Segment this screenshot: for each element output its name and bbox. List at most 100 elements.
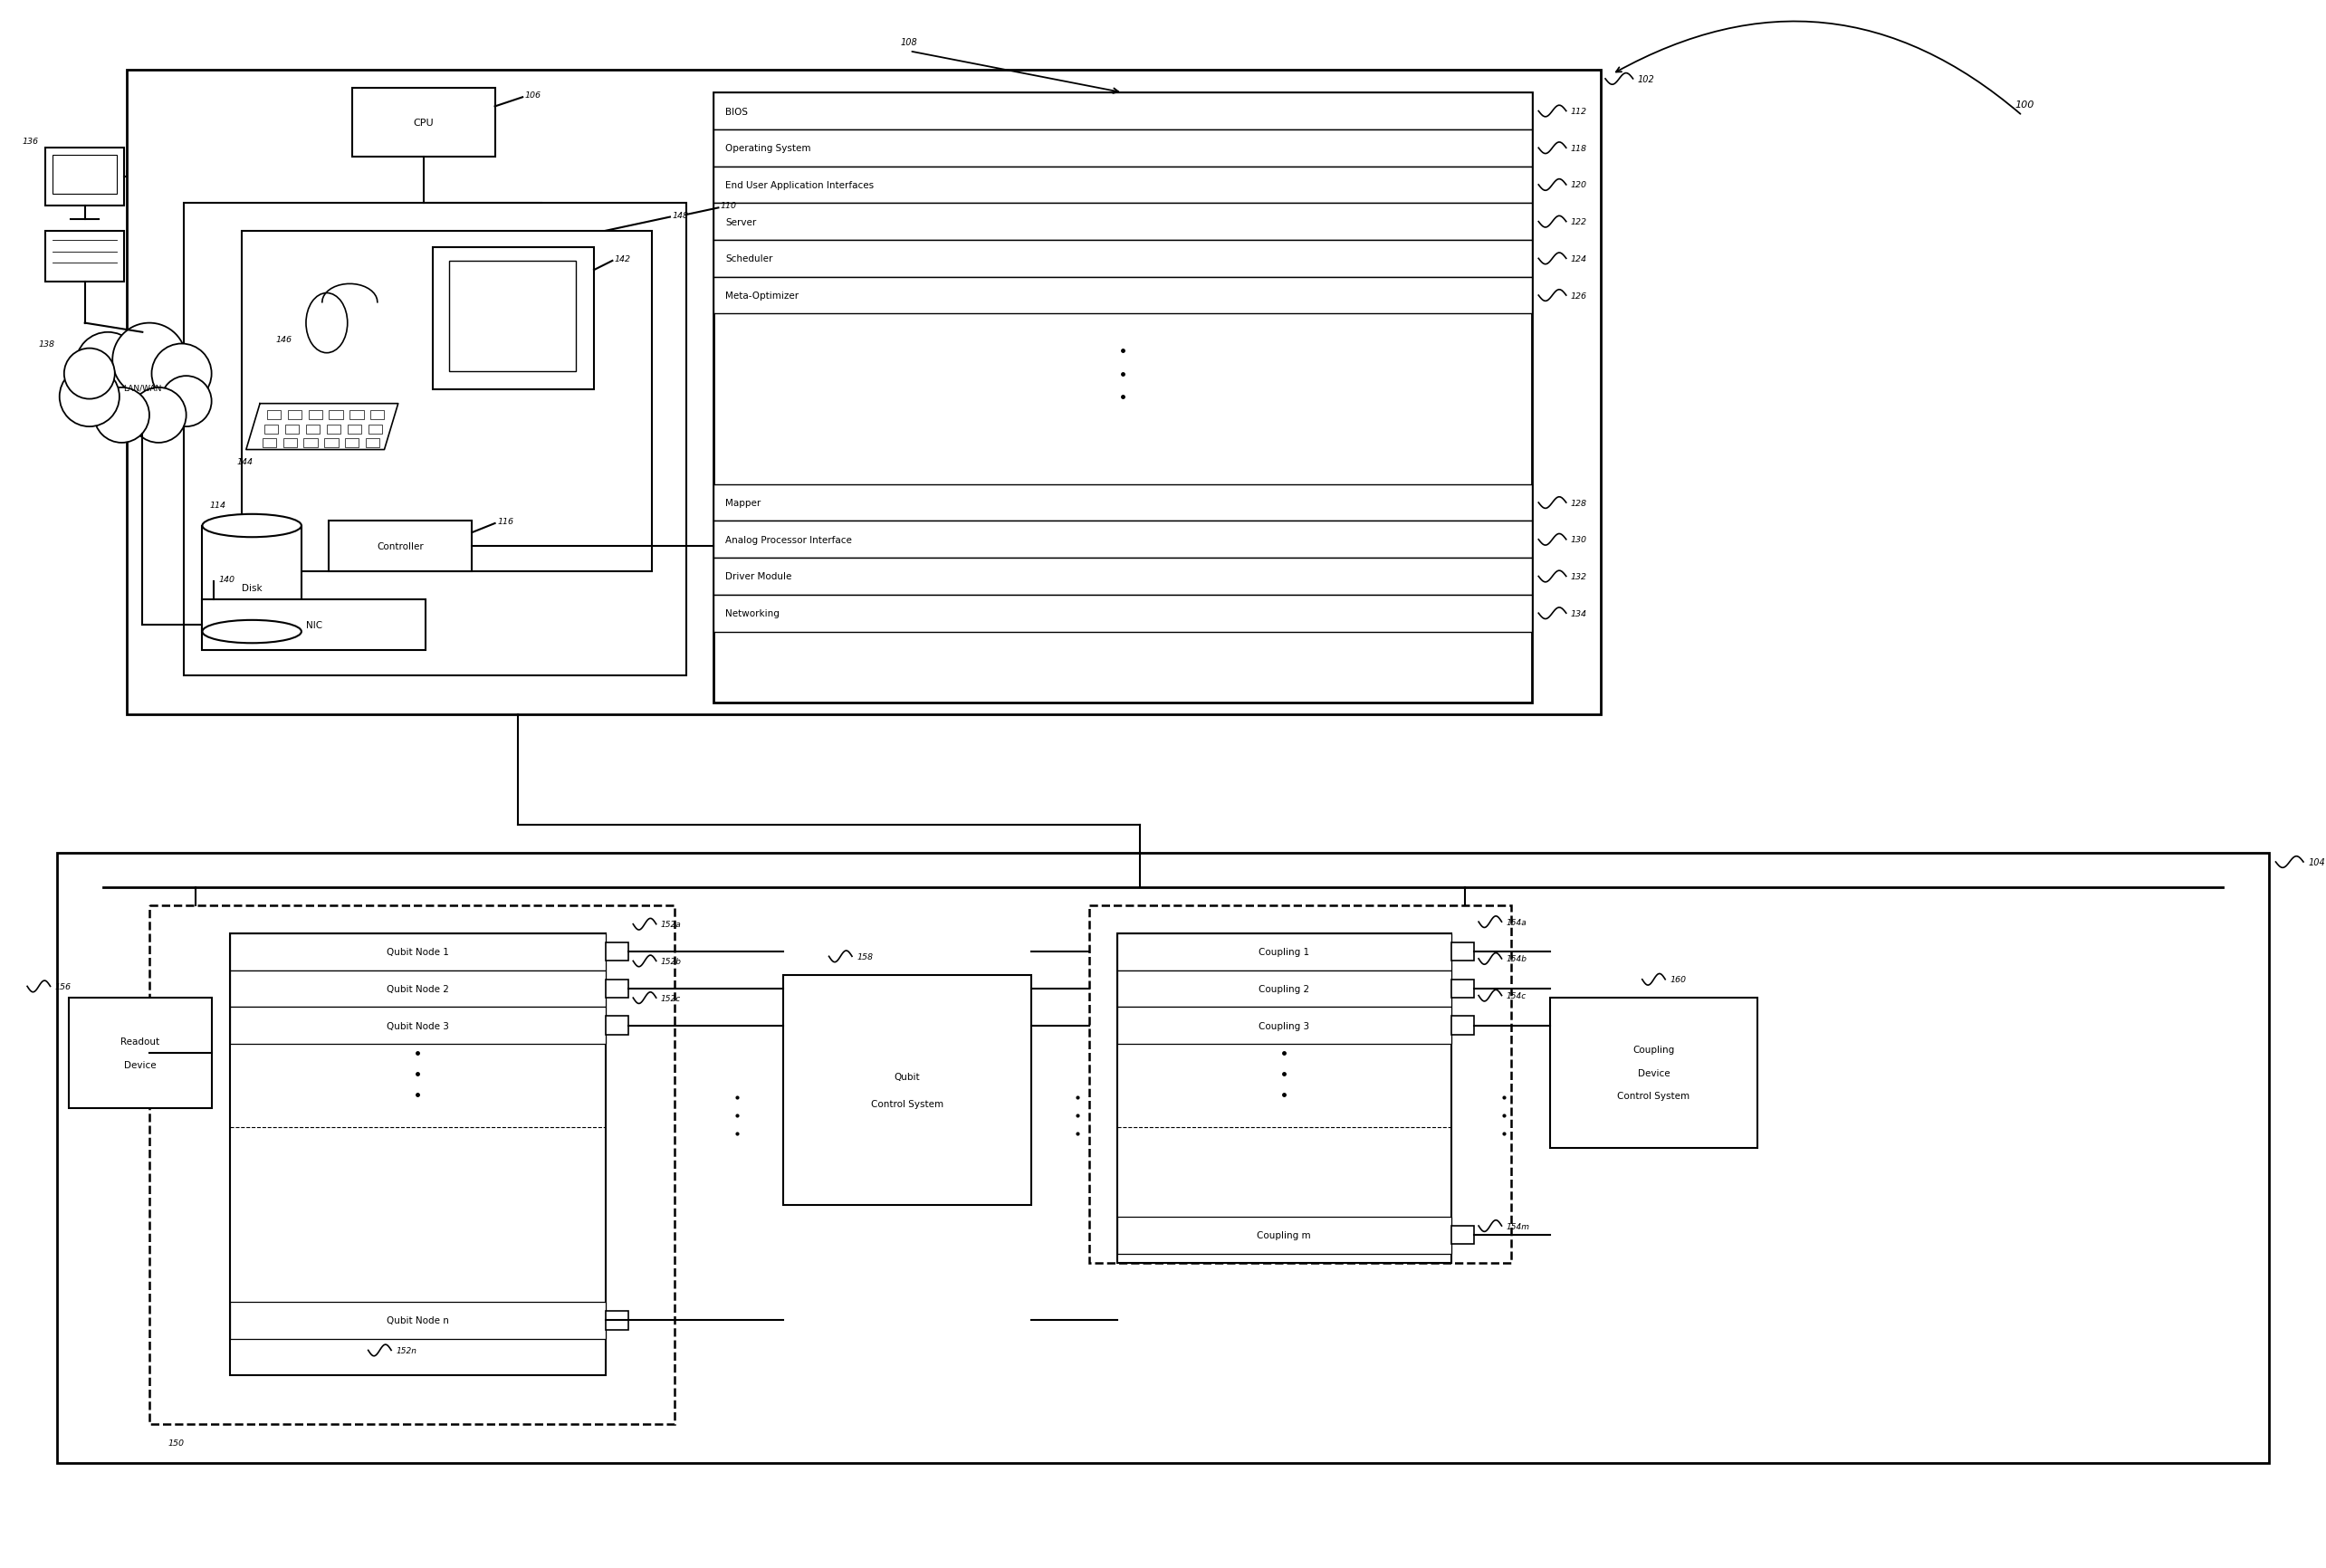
Text: BIOS: BIOS bbox=[726, 107, 749, 116]
Bar bbox=[1451, 1226, 1475, 1245]
Bar bbox=[47, 232, 123, 282]
Bar bbox=[784, 975, 1033, 1206]
Text: 152c: 152c bbox=[661, 994, 682, 1002]
Text: Qubit Node n: Qubit Node n bbox=[386, 1316, 449, 1325]
Text: Networking: Networking bbox=[726, 608, 779, 618]
Bar bbox=[1451, 1016, 1475, 1035]
Bar bbox=[202, 527, 302, 632]
Text: 140: 140 bbox=[219, 575, 235, 583]
Bar bbox=[714, 240, 1531, 278]
Text: 104: 104 bbox=[2307, 858, 2326, 867]
Text: 152a: 152a bbox=[661, 920, 682, 928]
Text: Control System: Control System bbox=[870, 1099, 944, 1109]
Text: 134: 134 bbox=[1570, 610, 1586, 618]
Bar bbox=[1451, 980, 1475, 999]
Ellipse shape bbox=[307, 293, 347, 353]
Circle shape bbox=[65, 350, 114, 400]
Bar bbox=[714, 522, 1531, 558]
Bar bbox=[1116, 971, 1451, 1007]
Bar bbox=[230, 1007, 605, 1044]
Bar bbox=[230, 971, 605, 1007]
Circle shape bbox=[93, 387, 149, 444]
Text: 110: 110 bbox=[721, 202, 737, 210]
Bar bbox=[347, 425, 361, 434]
Bar bbox=[714, 558, 1531, 596]
Text: Coupling 3: Coupling 3 bbox=[1258, 1021, 1310, 1030]
Text: 150: 150 bbox=[167, 1438, 184, 1447]
Text: 116: 116 bbox=[498, 517, 514, 525]
Text: 124: 124 bbox=[1570, 256, 1586, 263]
Bar bbox=[1116, 933, 1451, 1262]
Bar bbox=[230, 933, 605, 1375]
Bar bbox=[351, 89, 495, 158]
Bar bbox=[714, 94, 1531, 704]
Bar bbox=[1549, 999, 1758, 1148]
Text: 108: 108 bbox=[900, 38, 916, 47]
Text: 152n: 152n bbox=[395, 1347, 416, 1355]
Bar bbox=[714, 204, 1531, 240]
Text: 114: 114 bbox=[209, 502, 226, 510]
Text: 120: 120 bbox=[1570, 182, 1586, 190]
Bar bbox=[349, 411, 363, 420]
Bar bbox=[1116, 1007, 1451, 1044]
Bar bbox=[1116, 933, 1451, 971]
Bar bbox=[605, 942, 628, 961]
Text: Controller: Controller bbox=[377, 543, 423, 552]
Bar bbox=[714, 94, 1531, 130]
Bar bbox=[605, 1311, 628, 1330]
Bar bbox=[307, 425, 319, 434]
Text: End User Application Interfaces: End User Application Interfaces bbox=[726, 180, 875, 190]
Circle shape bbox=[60, 367, 119, 426]
Bar bbox=[126, 71, 1600, 715]
Text: Control System: Control System bbox=[1617, 1091, 1691, 1101]
Bar bbox=[714, 130, 1531, 168]
Bar bbox=[323, 439, 337, 448]
Text: 102: 102 bbox=[1638, 75, 1654, 85]
Text: 106: 106 bbox=[526, 91, 542, 100]
Text: 158: 158 bbox=[856, 953, 872, 961]
Bar bbox=[1451, 942, 1475, 961]
Text: LAN/WAN: LAN/WAN bbox=[123, 384, 160, 392]
Text: Mapper: Mapper bbox=[726, 499, 761, 508]
Text: Disk: Disk bbox=[242, 583, 263, 593]
Bar bbox=[1116, 1217, 1451, 1254]
Bar bbox=[230, 1301, 605, 1339]
Text: CPU: CPU bbox=[414, 119, 433, 129]
Bar bbox=[433, 248, 593, 390]
Text: Coupling: Coupling bbox=[1633, 1046, 1675, 1054]
Circle shape bbox=[151, 345, 212, 405]
Text: 118: 118 bbox=[1570, 144, 1586, 152]
Bar bbox=[263, 439, 277, 448]
Text: Qubit: Qubit bbox=[893, 1073, 921, 1080]
Bar bbox=[328, 411, 342, 420]
Text: 148: 148 bbox=[672, 212, 688, 220]
Bar bbox=[714, 168, 1531, 204]
Bar bbox=[326, 425, 340, 434]
Bar bbox=[368, 425, 381, 434]
Text: Coupling m: Coupling m bbox=[1256, 1231, 1312, 1240]
Bar bbox=[365, 439, 379, 448]
Bar bbox=[605, 980, 628, 999]
Polygon shape bbox=[247, 405, 398, 450]
Text: 126: 126 bbox=[1570, 292, 1586, 299]
Bar bbox=[449, 262, 575, 372]
Bar bbox=[286, 425, 300, 434]
Text: 112: 112 bbox=[1570, 108, 1586, 116]
Bar bbox=[58, 853, 2268, 1463]
Text: 128: 128 bbox=[1570, 499, 1586, 506]
Text: Server: Server bbox=[726, 218, 756, 227]
Text: Device: Device bbox=[1638, 1068, 1670, 1077]
Text: Qubit Node 1: Qubit Node 1 bbox=[386, 947, 449, 956]
Bar bbox=[149, 906, 675, 1424]
Bar bbox=[242, 232, 651, 572]
Text: Coupling 1: Coupling 1 bbox=[1258, 947, 1310, 956]
Text: Operating System: Operating System bbox=[726, 144, 812, 154]
Text: 156: 156 bbox=[56, 983, 72, 991]
Bar bbox=[309, 411, 321, 420]
Text: 160: 160 bbox=[1670, 975, 1686, 983]
Bar bbox=[202, 601, 426, 651]
Text: Scheduler: Scheduler bbox=[726, 254, 772, 263]
Ellipse shape bbox=[202, 514, 302, 538]
Bar bbox=[344, 439, 358, 448]
Text: 132: 132 bbox=[1570, 572, 1586, 580]
